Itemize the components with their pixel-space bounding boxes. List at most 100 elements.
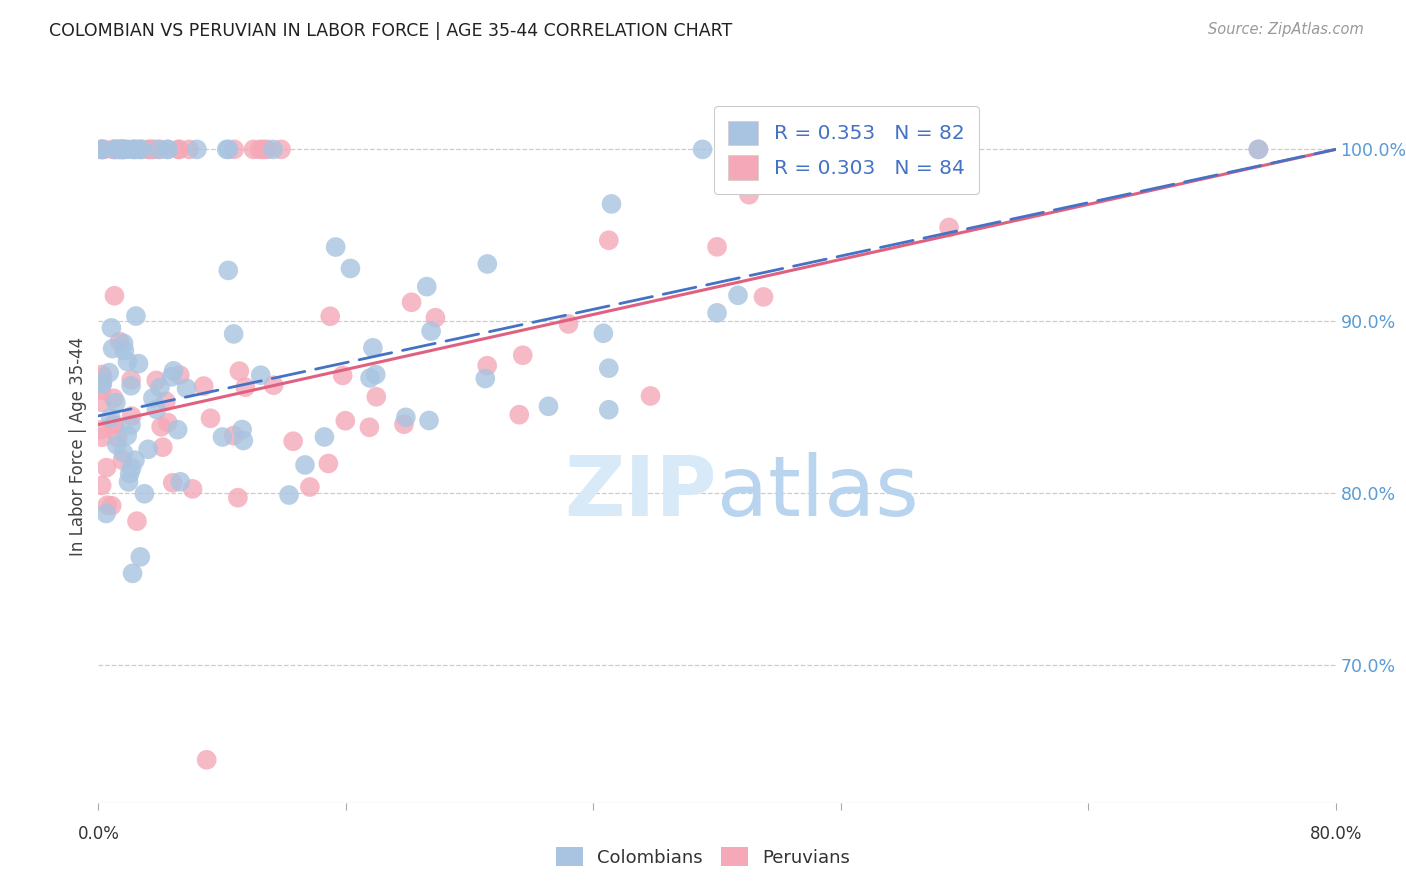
Point [592,326,614,341]
Point [256,142,278,156]
Point [222,326,245,341]
Point [222,428,245,442]
Point [262,142,284,156]
Point [101,342,124,356]
Point [96,507,118,521]
Point [145,402,167,417]
Point [104,142,127,156]
Point [1247,142,1270,156]
Point [557,317,579,331]
Point [100,499,122,513]
Point [474,371,496,385]
Point [101,417,124,432]
Point [224,142,246,156]
Point [156,142,179,156]
Point [112,142,135,156]
Point [103,418,125,433]
Text: 0.0%: 0.0% [77,825,120,843]
Point [145,373,167,387]
Point [118,467,141,481]
Point [598,233,620,247]
Point [706,306,728,320]
Point [169,142,191,156]
Point [112,343,135,358]
Point [186,142,208,156]
Point [103,392,125,406]
Point [598,402,620,417]
Point [477,257,499,271]
Point [150,419,173,434]
Point [226,491,249,505]
Point [176,381,198,395]
Point [149,381,172,395]
Point [125,514,148,528]
Point [425,310,447,325]
Point [361,341,384,355]
Point [128,357,150,371]
Point [167,142,190,156]
Point [738,187,761,202]
Point [232,434,254,448]
Point [112,446,135,460]
Point [281,434,304,449]
Point [200,411,222,425]
Point [359,371,381,385]
Point [122,142,145,156]
Point [249,142,271,156]
Point [211,430,233,444]
Point [233,380,256,394]
Point [91,376,114,390]
Point [335,414,357,428]
Point [537,400,560,414]
Point [218,142,240,156]
Point [129,549,152,564]
Point [117,142,139,156]
Point [162,364,184,378]
Point [131,142,153,156]
Point [242,142,264,156]
Point [706,240,728,254]
Y-axis label: In Labor Force | Age 35-44: In Labor Force | Age 35-44 [69,336,87,556]
Point [125,309,148,323]
Point [136,442,159,457]
Text: atlas: atlas [717,452,918,533]
Point [193,379,215,393]
Point [117,428,139,442]
Point [270,142,292,156]
Point [107,431,129,445]
Point [100,321,122,335]
Legend: R = 0.353   N = 82, R = 0.303   N = 84: R = 0.353 N = 82, R = 0.303 N = 84 [714,106,979,194]
Point [169,368,191,383]
Point [318,457,340,471]
Point [90,395,112,409]
Point [90,383,112,397]
Point [120,373,142,387]
Point [339,261,361,276]
Point [420,324,443,338]
Text: COLOMBIAN VS PERUVIAN IN LABOR FORCE | AGE 35-44 CORRELATION CHART: COLOMBIAN VS PERUVIAN IN LABOR FORCE | A… [49,22,733,40]
Point [117,475,139,489]
Point [938,142,960,156]
Point [112,336,135,351]
Point [90,423,112,437]
Point [179,142,201,156]
Point [181,482,204,496]
Point [131,142,153,156]
Point [91,368,114,382]
Point [1247,142,1270,156]
Point [124,453,146,467]
Point [108,334,131,349]
Point [149,142,172,156]
Point [508,408,530,422]
Point [127,142,149,156]
Point [121,409,143,423]
Point [364,368,387,382]
Point [475,359,498,373]
Text: ZIP: ZIP [565,452,717,533]
Point [156,142,179,156]
Point [325,240,347,254]
Point [90,478,112,492]
Point [231,423,253,437]
Point [134,487,156,501]
Point [217,263,239,277]
